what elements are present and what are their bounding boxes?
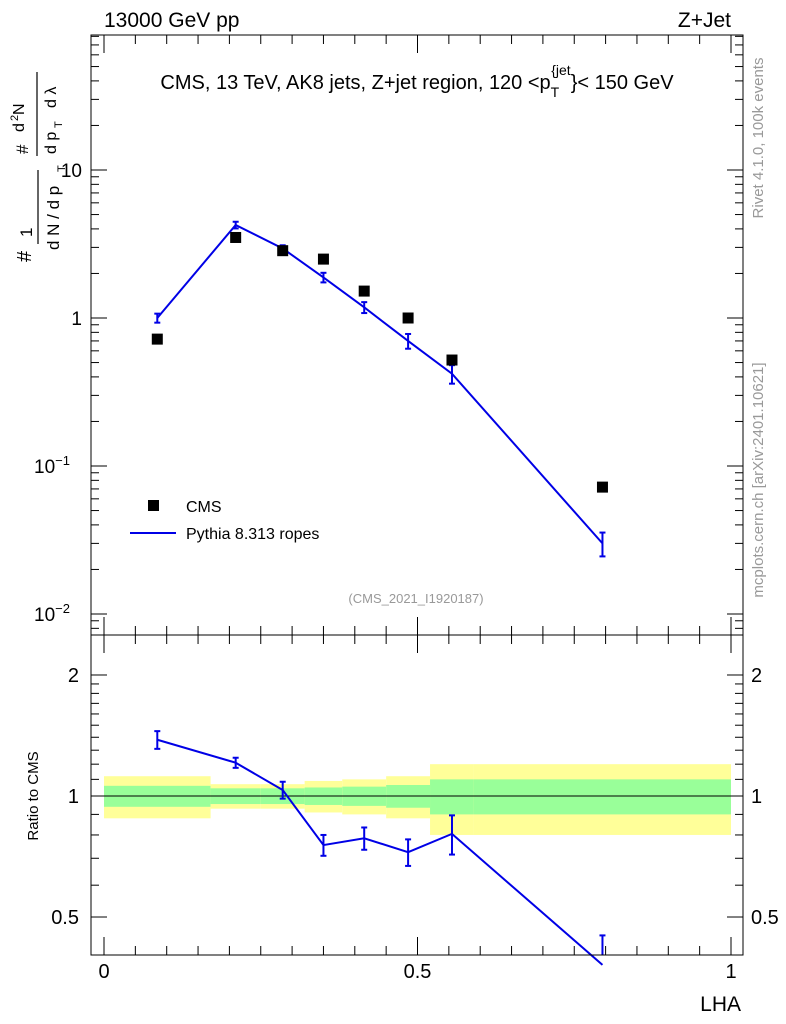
y-label-hash-left: # — [14, 250, 36, 262]
cms-data-point — [596, 481, 608, 493]
y-label-denominator-2: d p — [43, 132, 60, 154]
chart-title-superscript: {jet — [551, 62, 571, 78]
legend-cms-marker — [148, 500, 159, 511]
rivet-label: Rivet 4.1.0, 100k events — [750, 58, 767, 219]
cms-data-point — [317, 253, 329, 265]
legend-cms-label: CMS — [186, 499, 222, 516]
chart-title-part-1: CMS, 13 TeV, AK8 jets, Z+jet region, 120… — [160, 72, 550, 94]
y-label-denominator-2-dl: d λ — [43, 87, 60, 108]
main-y-tick-label: 10−2 — [34, 601, 70, 626]
ratio-y-axis-label: Ratio to CMS — [25, 751, 42, 840]
cms-data-point — [151, 333, 163, 345]
main-y-tick-label: 10 — [61, 161, 82, 182]
y-label-numerator-2-n: N — [11, 103, 28, 115]
ratio-y-tick-label-right: 1 — [751, 786, 762, 808]
energy-label: 13000 GeV pp — [104, 9, 239, 32]
ratio-y-tick-label-right: 0.5 — [751, 907, 779, 929]
pythia-line — [156, 223, 604, 545]
cms-data-point — [358, 285, 370, 297]
chart-title-subscript: T — [551, 84, 560, 100]
main-frame — [90, 34, 744, 636]
main-y-tick-base: 10 — [34, 605, 55, 626]
x-tick-label: 0.5 — [404, 961, 432, 983]
x-tick-label: 0 — [98, 961, 109, 983]
cms-data-point — [277, 245, 289, 257]
pythia-series — [154, 220, 606, 558]
cms-data-point — [446, 354, 458, 366]
process-label: Z+Jet — [678, 9, 731, 32]
main-y-tick-base: 10 — [34, 457, 55, 478]
ratio-y-tick-label-left: 0.5 — [51, 907, 79, 929]
ratio-uncertainty-bands — [104, 764, 731, 835]
main-axis-minor-ticks — [91, 35, 743, 629]
main-y-tick-label: 10−1 — [34, 453, 70, 478]
x-axis-label: LHA — [700, 993, 741, 1016]
legend-pythia-label: Pythia 8.313 ropes — [186, 526, 319, 543]
ratio-y-tick-label-left: 1 — [68, 786, 79, 808]
ratio-frame — [90, 634, 744, 956]
cms-data-point — [230, 231, 242, 243]
ratio-series — [154, 730, 606, 966]
legend: CMS Pythia 8.313 ropes — [130, 499, 319, 543]
ratio-y-tick-label-right: 2 — [751, 665, 762, 687]
ratio-inner-band — [430, 779, 474, 815]
cms-series — [151, 231, 608, 493]
y-label-denominator-2-sub: T — [53, 121, 65, 128]
ratio-y-tick-label-left: 2 — [68, 665, 79, 687]
chart-title: CMS, 13 TeV, AK8 jets, Z+jet region, 120… — [160, 62, 674, 100]
y-label-numerator-2: d — [11, 123, 28, 132]
analysis-label: (CMS_2021_I1920187) — [348, 591, 483, 606]
y-label-hash-mid: # — [13, 144, 32, 154]
y-label-denominator-1: d N / d p — [44, 186, 63, 250]
cms-data-point — [402, 312, 414, 324]
main-y-tick-exponent: −2 — [55, 601, 70, 616]
x-tick-label: 1 — [725, 961, 736, 983]
y-label-numerator-2-sup: 2 — [9, 115, 21, 121]
y-label-numerator-1: 1 — [17, 228, 36, 237]
main-y-tick-exponent: −1 — [55, 453, 70, 468]
ratio-line — [157, 738, 604, 966]
ratio-axis-ticks: 2 2 1 1 0.5 0.5 0 0.5 1 — [51, 635, 779, 983]
mcplots-label: mcplots.cern.ch [arXiv:2401.10621] — [750, 362, 767, 597]
ratio-panel: 2 2 1 1 0.5 0.5 0 0.5 1 Ratio to CMS LHA — [25, 634, 779, 1016]
main-y-axis-label: # 1 d N / d p T # d 2 N d p T d λ — [9, 72, 68, 262]
main-y-tick-label: 1 — [71, 309, 82, 330]
chart-title-part-2: }< 150 GeV — [571, 72, 675, 94]
ratio-inner-band — [473, 779, 731, 815]
y-label-denominator-1-sub: T — [56, 165, 68, 172]
